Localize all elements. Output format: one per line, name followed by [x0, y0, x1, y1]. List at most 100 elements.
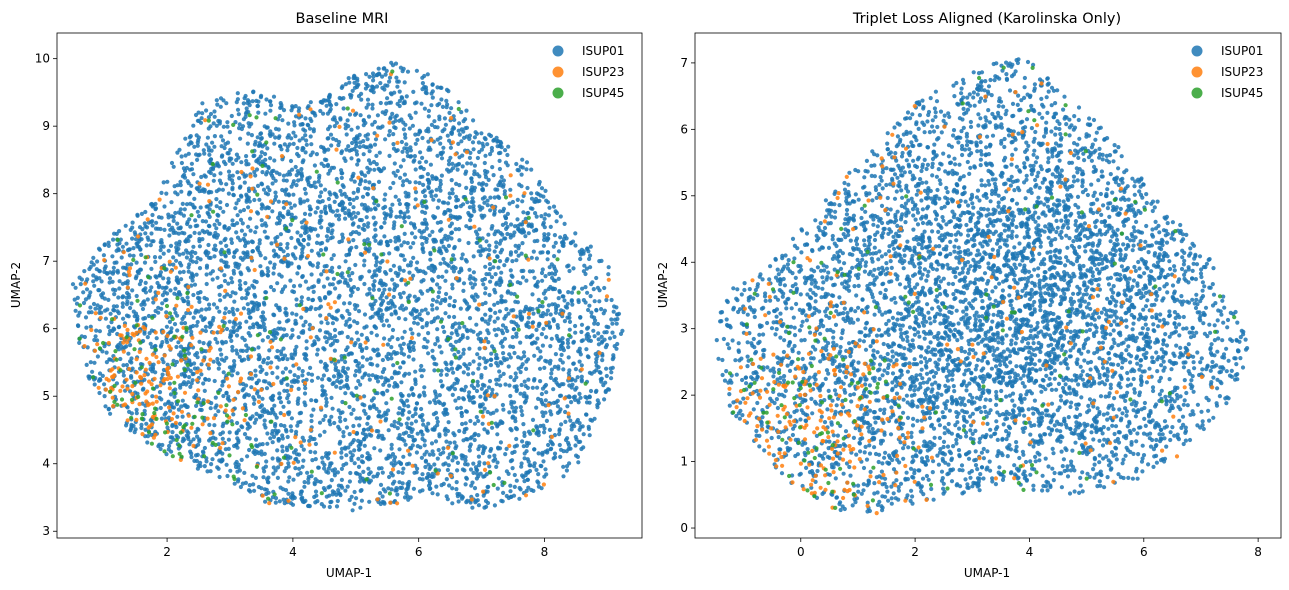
data-point [330, 468, 335, 473]
data-point [196, 214, 202, 219]
data-point [572, 394, 578, 399]
data-point [397, 89, 402, 94]
data-point [540, 267, 545, 272]
data-point [502, 236, 507, 241]
data-point [231, 312, 236, 317]
data-point [440, 104, 445, 109]
data-point [129, 356, 134, 361]
data-point [200, 237, 205, 242]
data-point [92, 360, 97, 365]
data-point [437, 285, 442, 290]
data-point [497, 166, 502, 172]
data-point [303, 150, 308, 155]
data-point [133, 311, 139, 316]
data-point [134, 411, 139, 416]
data-point [219, 352, 224, 357]
data-point [431, 452, 436, 457]
data-point [386, 408, 391, 413]
data-point [346, 252, 352, 257]
data-point [573, 378, 578, 383]
data-point [420, 325, 425, 330]
data-point [425, 428, 430, 433]
data-point [254, 98, 259, 103]
data-point [387, 75, 393, 80]
data-point [278, 485, 283, 490]
data-point [388, 268, 393, 273]
data-point [322, 264, 327, 269]
data-point [212, 144, 217, 149]
data-point [303, 116, 308, 121]
data-point [148, 341, 153, 346]
data-point [236, 440, 241, 445]
data-point [360, 364, 365, 369]
data-point [407, 371, 412, 376]
data-point [77, 310, 82, 315]
data-point [197, 266, 203, 271]
data-point [392, 285, 398, 290]
data-point [92, 382, 97, 387]
data-point [540, 386, 546, 391]
data-point [487, 292, 492, 298]
data-point [606, 325, 611, 330]
data-point [386, 453, 391, 458]
data-point [500, 344, 505, 349]
data-point [468, 436, 473, 441]
data-point [398, 436, 403, 441]
data-point [249, 133, 254, 138]
data-point [472, 421, 477, 426]
data-point [419, 455, 424, 460]
data-point [275, 475, 280, 480]
data-point [263, 499, 268, 504]
data-point [365, 427, 371, 432]
data-point [397, 406, 402, 411]
data-point [443, 278, 448, 283]
data-point [383, 192, 388, 197]
data-point [579, 329, 584, 335]
data-point [612, 304, 617, 309]
data-point [410, 312, 415, 317]
data-point [352, 303, 357, 308]
data-point [321, 373, 326, 378]
data-point [573, 443, 578, 448]
data-point [154, 220, 159, 225]
data-point [278, 395, 283, 400]
data-point [328, 132, 334, 137]
data-point [179, 277, 184, 282]
data-point [354, 245, 359, 250]
data-point [365, 165, 370, 170]
data-point [497, 259, 503, 264]
data-point [325, 238, 330, 243]
data-point [159, 416, 164, 421]
data-point [329, 314, 335, 319]
data-point [173, 310, 178, 315]
data-point [72, 297, 77, 302]
data-point [541, 413, 546, 419]
data-point [304, 142, 309, 147]
data-point [587, 394, 592, 399]
data-point [279, 379, 284, 384]
data-point [362, 443, 367, 448]
data-point [124, 344, 129, 349]
data-point [86, 310, 91, 315]
data-point [488, 357, 493, 362]
data-point [413, 197, 418, 202]
data-point [579, 374, 584, 379]
data-point [432, 119, 437, 124]
data-point [349, 177, 354, 182]
data-point [457, 215, 463, 220]
data-point [265, 125, 270, 130]
data-point [364, 81, 369, 87]
data-point [353, 262, 358, 268]
data-point [293, 256, 298, 261]
data-point [377, 287, 382, 292]
data-point [410, 434, 415, 439]
data-point [425, 172, 430, 177]
data-point [380, 470, 385, 475]
data-point [293, 164, 298, 170]
data-point [353, 214, 358, 219]
data-point [515, 217, 520, 222]
data-point [528, 334, 533, 339]
data-point [597, 370, 602, 375]
data-point [372, 279, 377, 284]
data-point [286, 318, 291, 323]
